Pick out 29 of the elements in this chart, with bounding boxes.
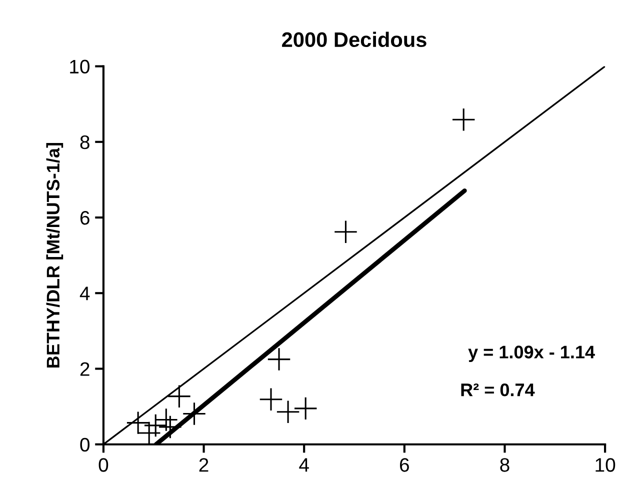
point [155, 408, 178, 431]
x-tick-label: 4 [299, 458, 309, 472]
y-tick-label: 6 [80, 210, 90, 225]
point [260, 388, 282, 410]
annotation: y = 1.09x - 1.14 [468, 346, 595, 362]
x-tick-label: 10 [596, 458, 616, 472]
point [268, 348, 290, 370]
point [126, 412, 150, 434]
x-tick-label: 2 [199, 458, 208, 472]
point [168, 385, 190, 408]
y-tick-label: 0 [80, 438, 90, 452]
y-tick-label: 4 [80, 286, 90, 300]
x-tick-label: 8 [500, 458, 510, 472]
chart-title: 2000 Decidous [282, 32, 426, 48]
point [144, 414, 167, 437]
x-tick-label: 6 [400, 458, 409, 472]
y-tick-label: 10 [70, 60, 90, 74]
point [159, 416, 182, 438]
point [294, 397, 317, 420]
x-tick-label: 0 [98, 458, 108, 472]
point [334, 220, 357, 243]
y-tick-label: 2 [80, 362, 90, 376]
y-axis-title: BETHY/DLR [Mt/NUTS-1/a] [46, 142, 64, 368]
point [276, 400, 300, 423]
point [452, 108, 475, 131]
point [183, 402, 206, 425]
point [138, 422, 160, 444]
y-tick-label: 8 [80, 135, 90, 150]
annotation: R² = 0.74 [461, 383, 535, 396]
